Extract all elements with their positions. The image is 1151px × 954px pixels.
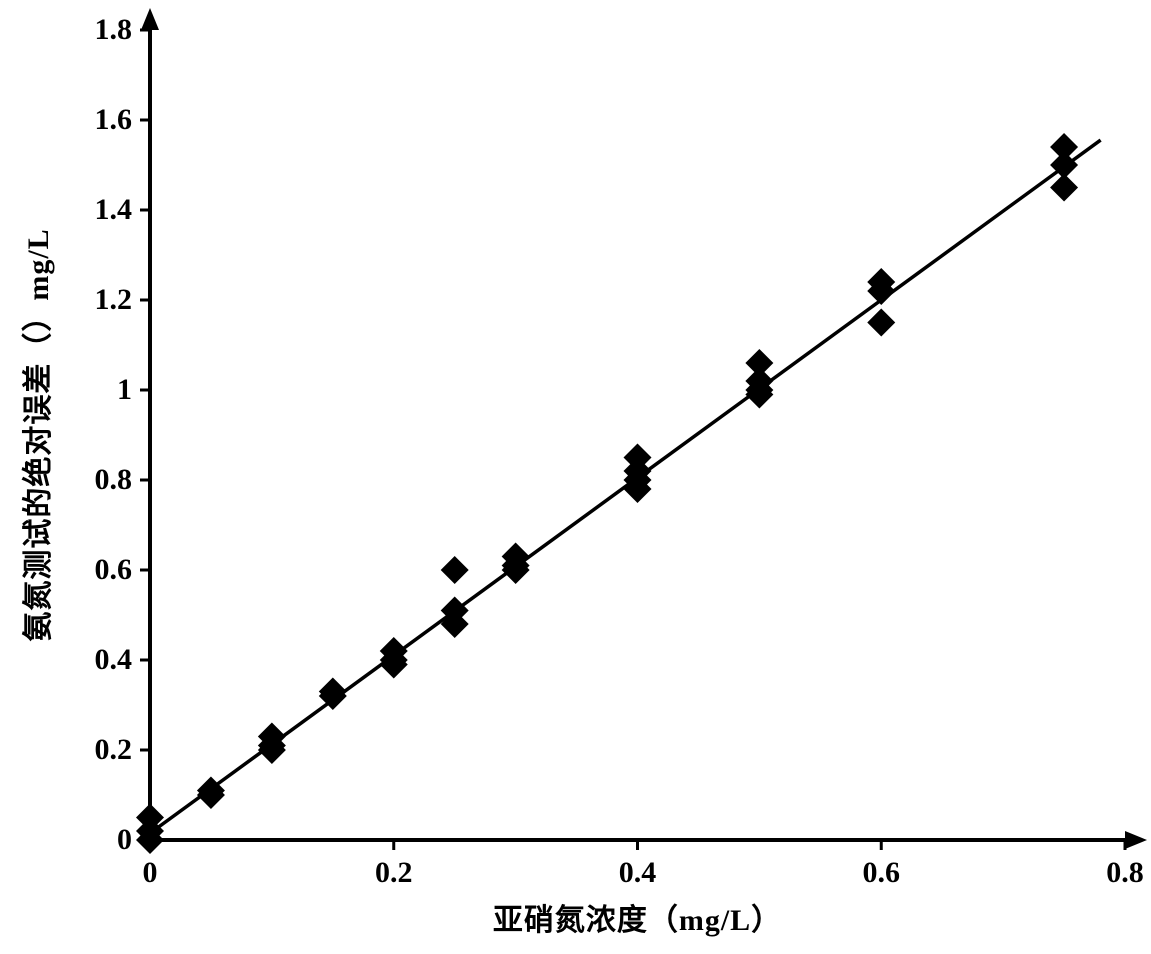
y-tick-label: 1 — [117, 373, 132, 407]
data-point — [1050, 133, 1078, 161]
y-tick-label: 1.6 — [95, 103, 133, 137]
x-tick-label: 0.6 — [863, 856, 901, 890]
scatter-chart — [0, 0, 1151, 954]
y-tick-label: 0.4 — [95, 643, 133, 677]
y-tick-label: 0.2 — [95, 733, 133, 767]
x-tick-label: 0.2 — [375, 856, 413, 890]
data-point — [745, 349, 773, 377]
chart-container: 0 0.2 0.4 0.6 0.8 0 0.2 0.4 0.6 0.8 1 1.2 1.4 1.6 1.8 氨… — [0, 0, 1151, 954]
data-point — [441, 556, 469, 584]
data-point — [867, 309, 895, 337]
y-tick-label: 0.6 — [95, 553, 133, 587]
y-tick-label: 1.2 — [95, 283, 133, 317]
x-tick-label: 0.4 — [619, 856, 657, 890]
x-tick-label: 0.8 — [1106, 856, 1144, 890]
y-tick-label: 0.8 — [95, 463, 133, 497]
y-tick-label: 1.8 — [95, 13, 133, 47]
y-tick-label: 1.4 — [95, 193, 133, 227]
y-axis-label: 氨氮测试的绝对误差（）mg/L — [13, 228, 57, 641]
x-axis-label: 亚硝氮浓度（mg/L） — [493, 895, 782, 939]
x-tick-label: 0 — [143, 856, 158, 890]
y-tick-label: 0 — [117, 823, 132, 857]
data-point — [319, 678, 347, 706]
